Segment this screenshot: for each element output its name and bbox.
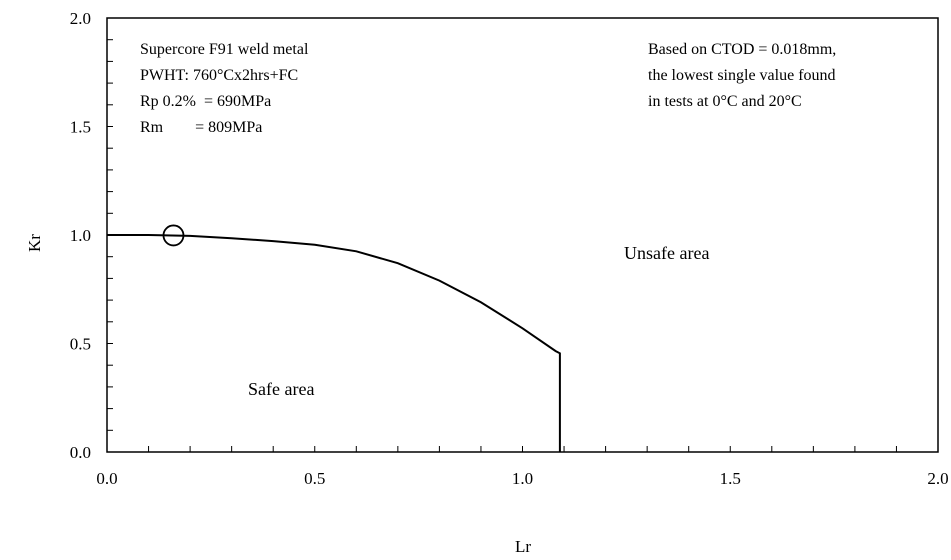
safe-area-label: Safe area xyxy=(248,379,314,399)
y-tick-label: 0.0 xyxy=(70,443,91,462)
material-line-3: Rp 0.2% = 690MPa xyxy=(140,93,271,110)
data-point-marker xyxy=(162,224,185,247)
basis-line-1: Based on CTOD = 0.018mm, xyxy=(648,41,836,58)
y-axis-label: Kr xyxy=(25,234,44,252)
material-line-1: Supercore F91 weld metal xyxy=(140,41,309,58)
y-tick-label: 1.0 xyxy=(70,226,91,245)
x-tick-label: 0.5 xyxy=(304,469,325,488)
y-tick-label: 1.5 xyxy=(70,118,91,137)
material-annotation: Supercore F91 weld metal PWHT: 760°Cx2hr… xyxy=(140,41,309,136)
basis-line-3: in tests at 0°C and 20°C xyxy=(648,93,802,110)
material-line-2: PWHT: 760°Cx2hrs+FC xyxy=(140,67,298,84)
x-tick-label: 0.0 xyxy=(96,469,117,488)
x-tick-labels: 0.0 0.5 1.0 1.5 2.0 xyxy=(96,469,948,488)
y-tick-label: 0.5 xyxy=(70,335,91,354)
y-tick-labels: 0.0 0.5 1.0 1.5 2.0 xyxy=(70,9,91,462)
unsafe-area-label: Unsafe area xyxy=(624,243,709,263)
basis-annotation: Based on CTOD = 0.018mm, the lowest sing… xyxy=(648,41,836,110)
material-line-4: Rm = 809MPa xyxy=(140,119,262,136)
x-axis-label: Lr xyxy=(515,537,531,556)
basis-line-2: the lowest single value found xyxy=(648,67,836,84)
minor-ticks xyxy=(106,17,939,453)
fad-curve xyxy=(107,234,561,452)
x-tick-label: 1.0 xyxy=(512,469,533,488)
x-tick-label: 1.5 xyxy=(720,469,741,488)
x-tick-label: 2.0 xyxy=(927,469,948,488)
y-tick-label: 2.0 xyxy=(70,9,91,28)
